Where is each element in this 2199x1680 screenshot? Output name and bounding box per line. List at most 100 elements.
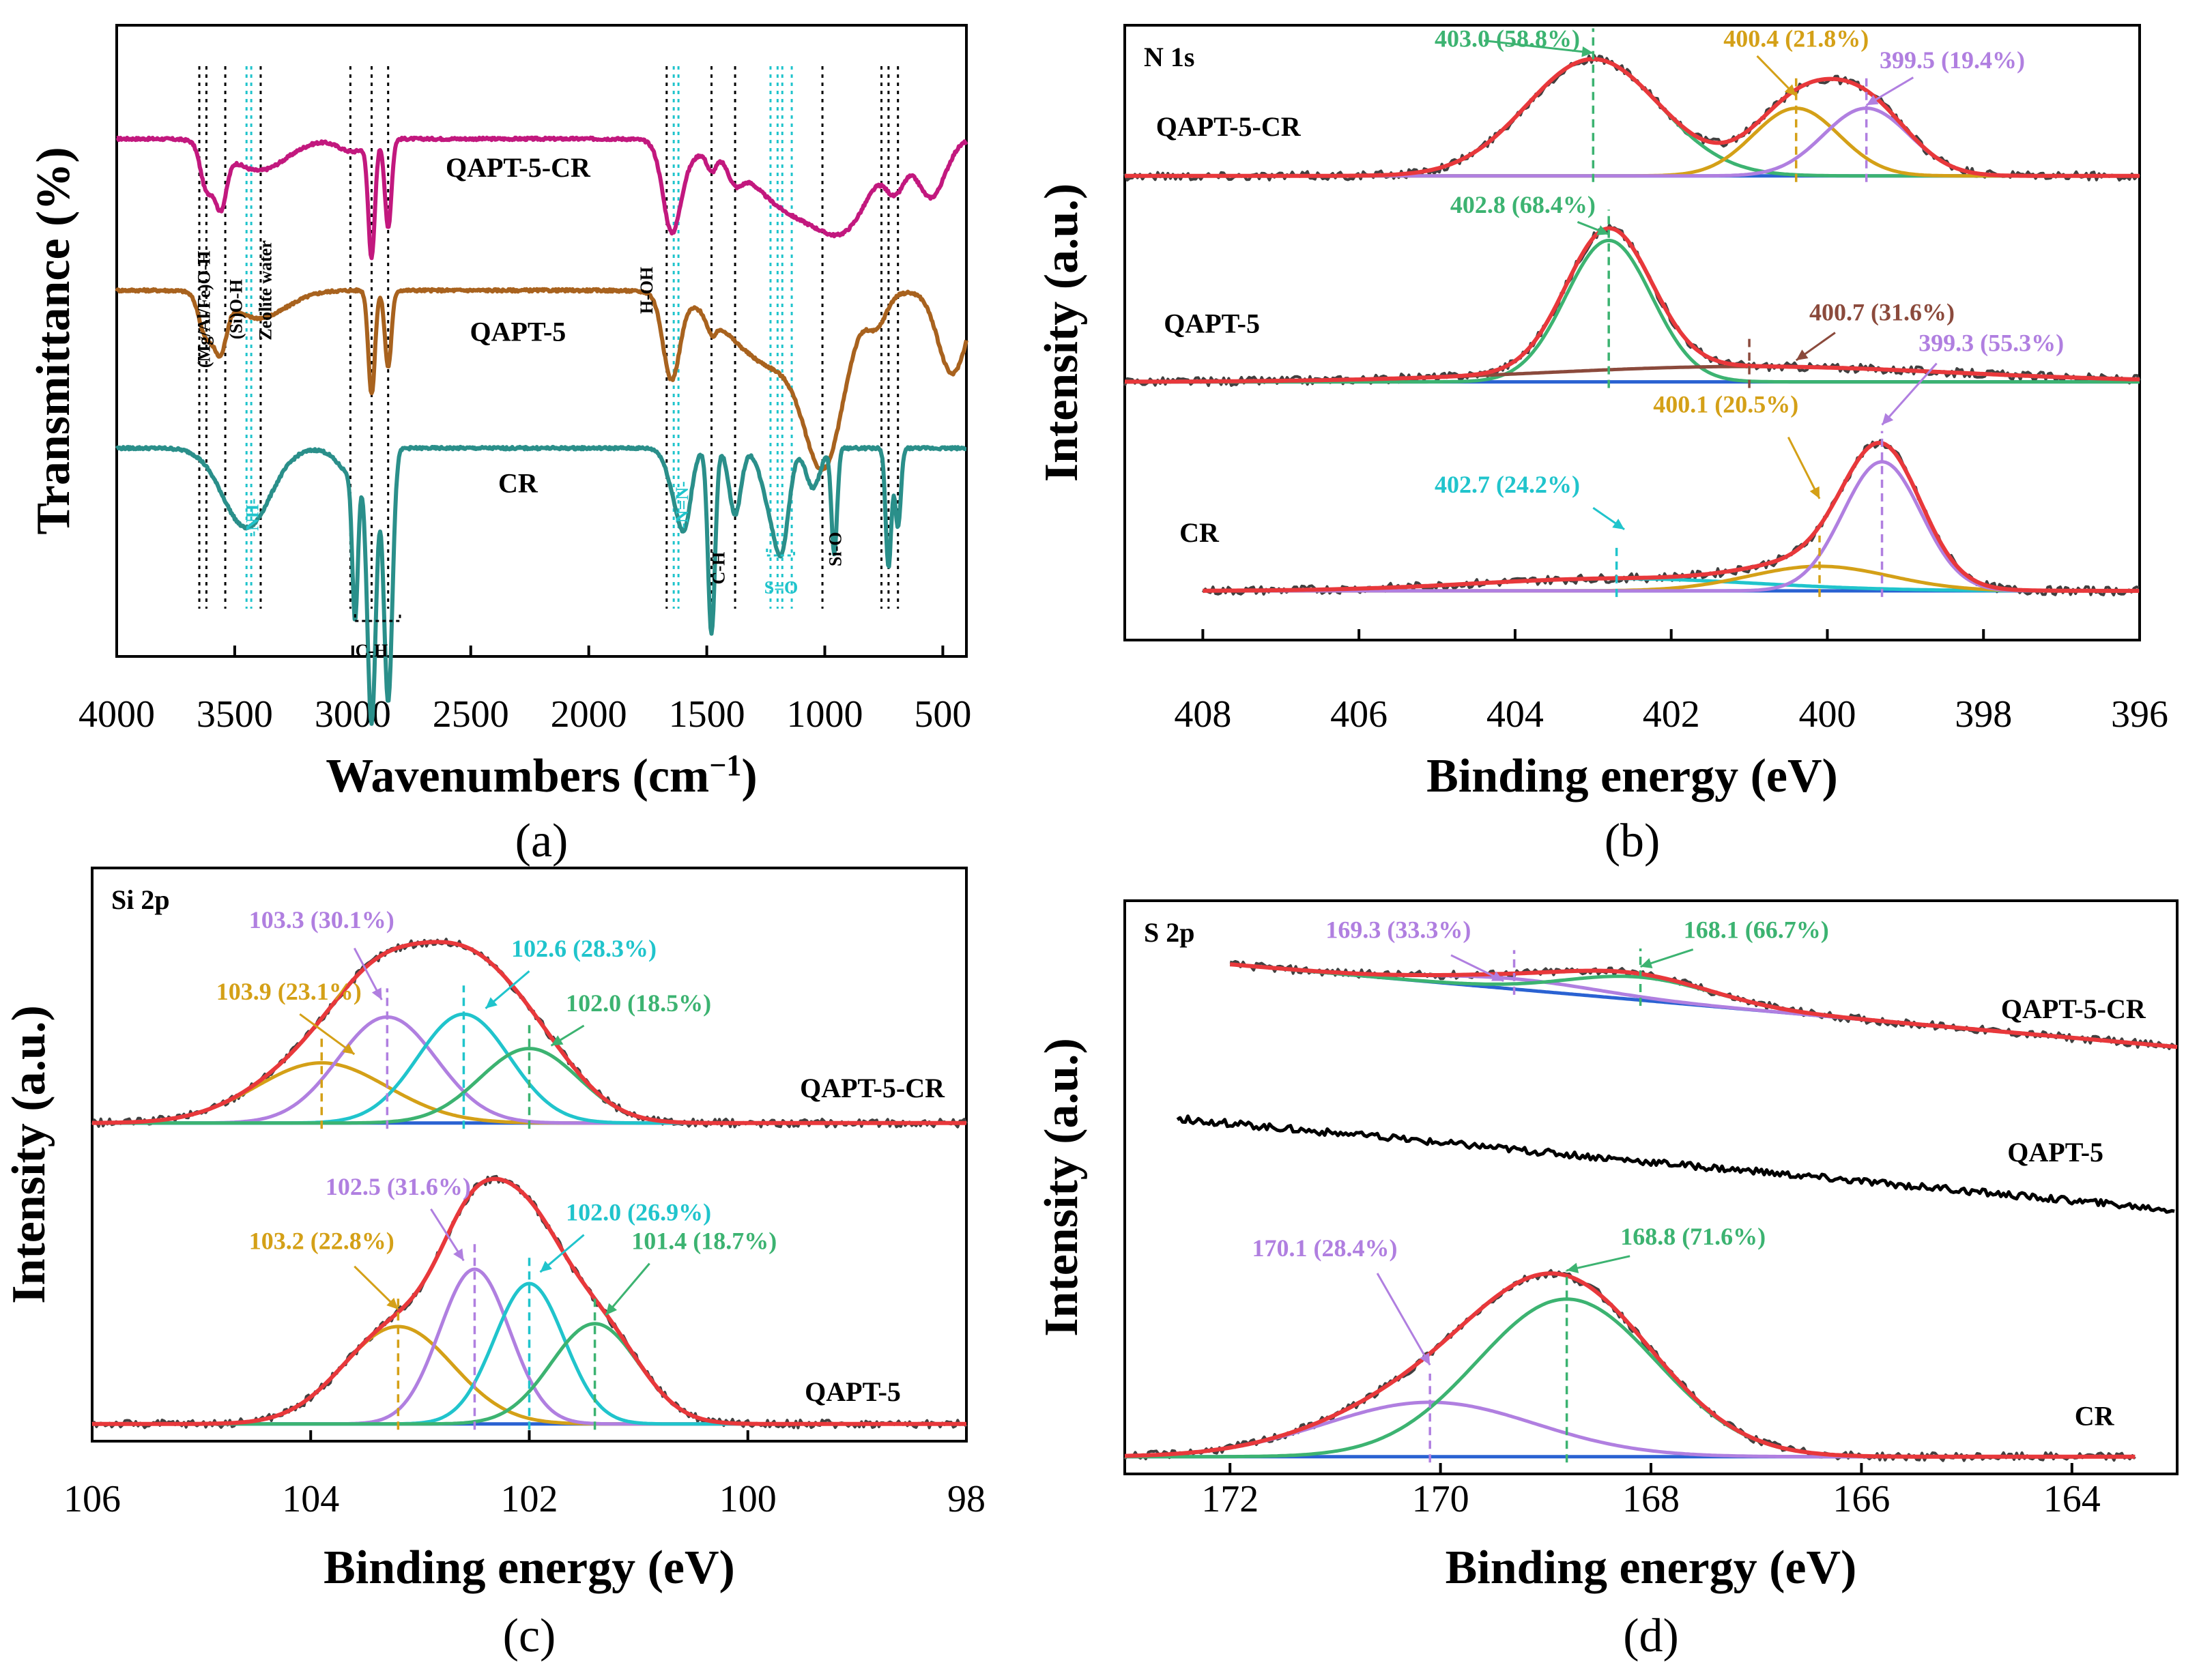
xps-envelope	[92, 1176, 966, 1426]
x-tick-label: 98	[947, 1478, 986, 1520]
peak-label: 102.6 (28.3%)	[511, 935, 657, 962]
xps-envelope	[1203, 441, 2140, 593]
x-tick-label: 406	[1330, 693, 1388, 736]
x-tick-label: 402	[1643, 693, 1700, 736]
band-annotation: (Si)O-H	[226, 279, 246, 339]
xps-fit-component	[1125, 238, 2140, 384]
peak-arrowhead	[551, 1035, 564, 1046]
peak-label: 102.0 (18.5%)	[566, 989, 711, 1017]
band-annotation: (Mg/Al/Fe)O-H	[195, 250, 214, 368]
x-tick-label: 3500	[197, 693, 273, 736]
series-label: QAPT-5-CR	[1156, 111, 1302, 142]
peak-arrowhead	[1866, 95, 1879, 106]
x-axis-title: Binding energy (eV)	[1426, 750, 1838, 802]
y-axis-title: Intensity (a.u.)	[3, 1005, 55, 1304]
x-tick-label: 1000	[787, 693, 863, 736]
panel-label: (d)	[1623, 1610, 1679, 1662]
x-tick-label: 166	[1832, 1478, 1890, 1520]
peak-arrowhead	[342, 1043, 355, 1054]
ftir-series-line	[115, 287, 968, 472]
x-axis-title-sup: −1	[709, 749, 741, 782]
panel-label: (c)	[503, 1610, 556, 1662]
x-tick-label: 104	[282, 1478, 339, 1520]
panel-label: (b)	[1605, 815, 1661, 867]
band-annotation: H-OH	[637, 267, 657, 314]
x-tick-label: 3000	[315, 693, 391, 736]
panel-d: 172 170 168 166 164 169.3 (33.3%) 168.1 (66.7%…	[1035, 899, 2179, 1662]
peak-arrowhead	[540, 1260, 552, 1273]
series-label: CR	[1179, 517, 1220, 548]
y-axis-title: Intensity (a.u.)	[1035, 184, 1088, 482]
peak-arrowhead	[1809, 486, 1820, 499]
band-annotation: -NH-	[243, 498, 263, 536]
peak-label: 399.3 (55.3%)	[1918, 330, 2064, 357]
x-tick-label: 408	[1174, 693, 1231, 736]
xps-plain-series	[1176, 1114, 2175, 1214]
peak-label: 103.9 (23.1%)	[216, 978, 362, 1005]
x-tick-label: 4000	[78, 693, 155, 736]
panel-label: (a)	[515, 815, 569, 867]
ch-bracket	[354, 614, 401, 622]
series-label: QAPT-5	[1164, 308, 1260, 339]
peak-label: 103.3 (30.1%)	[249, 906, 394, 933]
xps-envelope	[1125, 226, 2140, 384]
series-label: QAPT-5	[470, 317, 566, 347]
peak-arrowhead	[371, 987, 382, 1000]
x-axis-title: Binding energy (eV)	[1446, 1541, 1857, 1594]
peak-arrowhead	[1596, 225, 1609, 235]
x-tick-label: 400	[1798, 693, 1856, 736]
peak-arrowhead	[1796, 349, 1809, 361]
band-annotation: -N=N-	[672, 481, 692, 529]
peak-label: 402.8 (68.4%)	[1450, 191, 1596, 218]
peak-arrowhead	[605, 1303, 618, 1316]
peak-arrowhead	[1491, 971, 1504, 981]
x-tick-label: 170	[1412, 1478, 1469, 1520]
x-tick-label: 172	[1201, 1478, 1259, 1520]
x-tick-label: 398	[1955, 693, 2012, 736]
peak-arrow	[1376, 1273, 1431, 1366]
xps-envelope	[92, 940, 966, 1125]
peak-arrowhead	[1882, 413, 1894, 425]
peak-label: 102.0 (26.9%)	[566, 1199, 711, 1226]
peak-label: 101.4 (18.7%)	[631, 1228, 777, 1255]
core-level-label: Si 2p	[111, 884, 170, 915]
peak-label: 400.1 (20.5%)	[1653, 391, 1798, 418]
series-label: QAPT-5-CR	[446, 152, 591, 183]
xps-raw-data	[1123, 1269, 2136, 1462]
peak-arrow	[299, 1013, 356, 1056]
peak-label: 168.8 (71.6%)	[1620, 1223, 1766, 1250]
xps-envelope	[1124, 1271, 2136, 1459]
panel-a: 4000 3500 3000 2500 2000 1500 1000 500 QAPT-5-CR…	[27, 24, 971, 867]
x-tick-label: 2500	[433, 693, 509, 736]
x-axis-title: Wavenumbers (cm−1)	[326, 749, 757, 803]
peak-arrowhead	[386, 1297, 399, 1309]
peak-label: 102.5 (31.6%)	[326, 1173, 471, 1200]
peak-arrowhead	[1640, 958, 1653, 969]
series-label: CR	[2075, 1401, 2115, 1432]
panel-c: 106 104 102 100 98 103.9 (23.1%) 103.3 (30.1%)…	[3, 867, 986, 1662]
band-annotation: C-H	[356, 641, 388, 661]
peak-label: 399.5 (19.4%)	[1880, 46, 2025, 74]
peak-arrow	[1787, 436, 1821, 499]
x-axis-title-close: )	[741, 750, 757, 802]
xps-raw-data	[1201, 439, 2140, 596]
x-tick-label: 106	[63, 1478, 121, 1520]
series-label: QAPT-5	[2007, 1137, 2103, 1168]
xps-fit-component	[1124, 1400, 2136, 1459]
peak-arrow	[1881, 362, 1938, 426]
y-axis-title: Transmittance (%)	[27, 147, 80, 534]
so-bracket	[766, 549, 796, 557]
peak-label: 400.4 (21.8%)	[1723, 25, 1869, 53]
peak-arrowhead	[1581, 46, 1594, 57]
xps-fit-component	[1203, 460, 2140, 593]
xps-envelope	[1125, 57, 2140, 178]
x-tick-label: 2000	[551, 693, 627, 736]
core-level-label: N 1s	[1144, 42, 1194, 72]
core-level-label: S 2p	[1144, 917, 1195, 948]
peak-label: 103.2 (22.8%)	[249, 1228, 394, 1255]
peak-label: 402.7 (24.2%)	[1435, 471, 1580, 498]
series-label: QAPT-5	[805, 1376, 901, 1407]
x-tick-label: 100	[719, 1478, 777, 1520]
peak-arrowhead	[1612, 519, 1625, 530]
